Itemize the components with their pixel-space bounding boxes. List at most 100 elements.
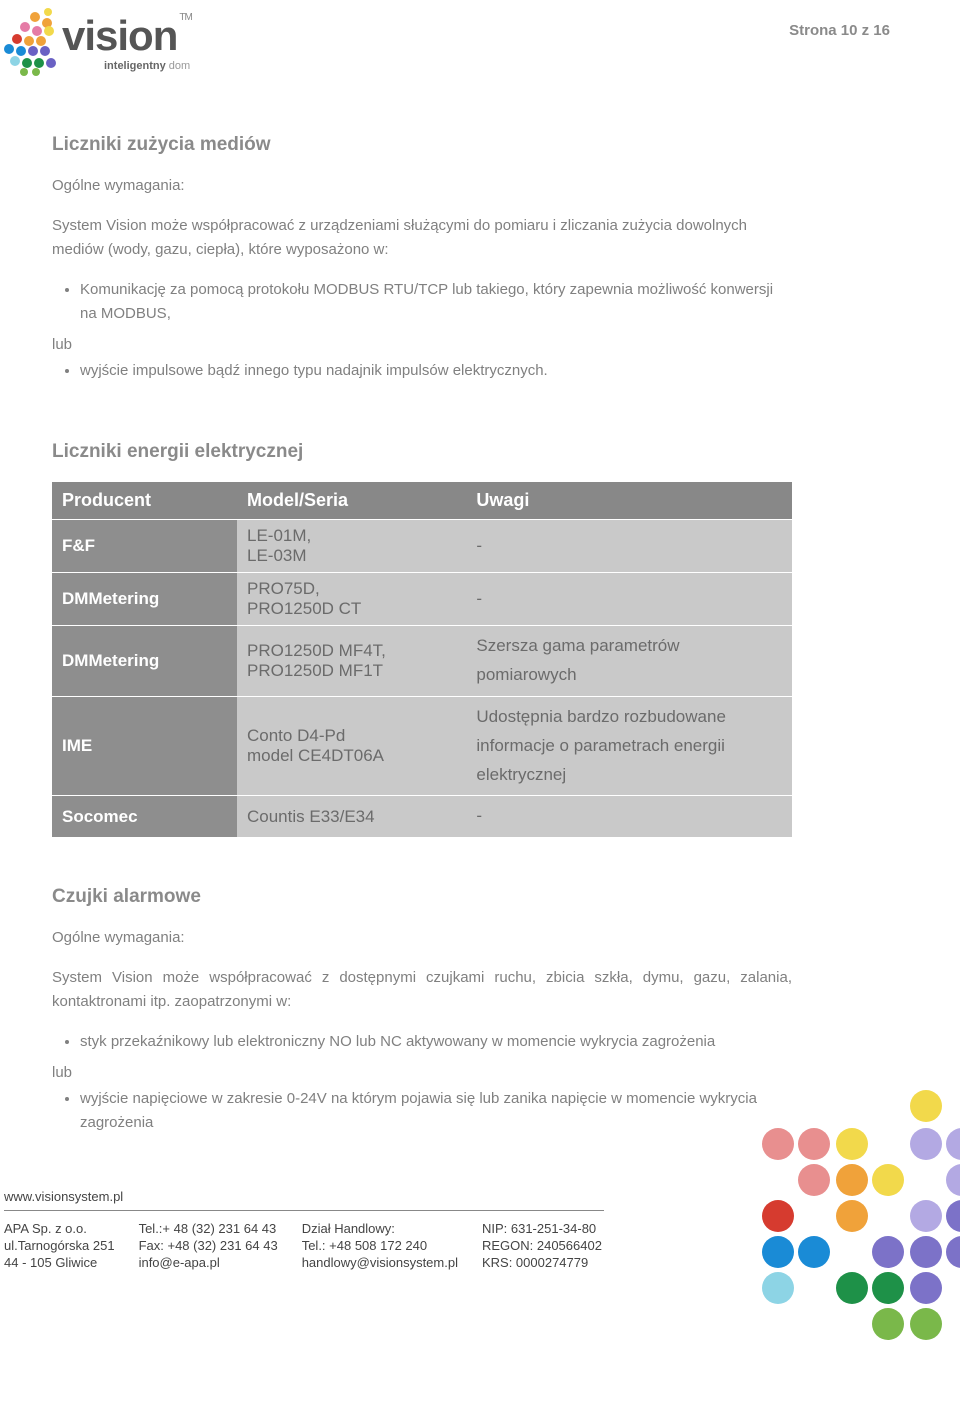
meters-table: Producent Model/Seria Uwagi F&FLE-01M, L… bbox=[52, 481, 792, 838]
logo-dots-icon bbox=[4, 8, 60, 76]
logo: visionTM inteligentny dom bbox=[4, 4, 224, 84]
dot-icon bbox=[762, 1236, 794, 1268]
list-item: styk przekaźnikowy lub elektroniczny NO … bbox=[80, 1030, 792, 1054]
section1-bullets: Komunikację za pomocą protokołu MODBUS R… bbox=[52, 278, 792, 326]
cell-producent: DMMetering bbox=[52, 626, 237, 696]
table-row: DMMeteringPRO75D, PRO1250D CT- bbox=[52, 573, 792, 625]
cell-model: PRO1250D MF4T, PRO1250D MF1T bbox=[237, 626, 466, 696]
logo-tm: TM bbox=[179, 12, 191, 23]
dot-icon bbox=[28, 46, 38, 56]
cell-producent: DMMetering bbox=[52, 573, 237, 625]
content: Liczniki zużycia mediów Ogólne wymagania… bbox=[52, 120, 792, 1145]
dot-icon bbox=[910, 1308, 942, 1340]
dot-icon bbox=[946, 1164, 960, 1196]
footer: www.visionsystem.pl APA Sp. z o.o. ul.Ta… bbox=[4, 1189, 604, 1272]
th-producent: Producent bbox=[52, 482, 237, 519]
dot-icon bbox=[24, 36, 34, 46]
dot-icon bbox=[946, 1200, 960, 1232]
section1-bullets-2: wyjście impulsowe bądź innego typu nadaj… bbox=[52, 359, 792, 383]
dot-icon bbox=[836, 1164, 868, 1196]
logo-sub-bold: inteligentny bbox=[104, 60, 166, 72]
footer-col-address: APA Sp. z o.o. ul.Tarnogórska 251 44 - 1… bbox=[4, 1221, 115, 1272]
cell-uwagi: - bbox=[466, 573, 792, 625]
section1-intro-text: System Vision może współpracować z urząd… bbox=[52, 214, 792, 262]
logo-word: visionTM bbox=[62, 12, 192, 60]
dot-icon bbox=[762, 1200, 794, 1232]
dot-icon bbox=[44, 8, 52, 16]
dot-icon bbox=[836, 1272, 868, 1304]
section3-bullets: styk przekaźnikowy lub elektroniczny NO … bbox=[52, 1030, 792, 1054]
dot-icon bbox=[32, 26, 42, 36]
footer-col-contact: Tel.:+ 48 (32) 231 64 43 Fax: +48 (32) 2… bbox=[139, 1221, 278, 1272]
th-model: Model/Seria bbox=[237, 482, 466, 519]
cell-uwagi: Szersza gama parametrów pomiarowych bbox=[466, 626, 792, 696]
dot-icon bbox=[910, 1200, 942, 1232]
dot-icon bbox=[46, 58, 56, 68]
dot-icon bbox=[872, 1308, 904, 1340]
footer-columns: APA Sp. z o.o. ul.Tarnogórska 251 44 - 1… bbox=[4, 1221, 604, 1272]
dot-icon bbox=[10, 56, 20, 66]
dot-icon bbox=[34, 58, 44, 68]
page-number: Strona 10 z 16 bbox=[789, 22, 890, 39]
cell-uwagi: - bbox=[466, 520, 792, 572]
cell-model: Countis E33/E34 bbox=[237, 796, 466, 837]
dot-icon bbox=[910, 1236, 942, 1268]
cell-uwagi: Udostępnia bardzo rozbudowane informacje… bbox=[466, 697, 792, 796]
cell-producent: F&F bbox=[52, 520, 237, 572]
dot-icon bbox=[798, 1164, 830, 1196]
th-uwagi: Uwagi bbox=[466, 482, 792, 519]
cell-producent: Socomec bbox=[52, 796, 237, 837]
dot-icon bbox=[16, 46, 26, 56]
logo-text: vision bbox=[62, 12, 177, 59]
dot-icon bbox=[946, 1236, 960, 1268]
decorative-dots-icon bbox=[680, 1072, 960, 1412]
section-title-alarm-sensors: Czujki alarmowe bbox=[52, 886, 792, 908]
page: Strona 10 z 16 visionTM inteligentny dom… bbox=[0, 0, 960, 1412]
section1-or: lub bbox=[52, 336, 792, 353]
section3-intro-text: System Vision może współpracować z dostę… bbox=[52, 966, 792, 1014]
cell-model: LE-01M, LE-03M bbox=[237, 520, 466, 572]
footer-col-ids: NIP: 631-251-34-80 REGON: 240566402 KRS:… bbox=[482, 1221, 602, 1272]
dot-icon bbox=[872, 1164, 904, 1196]
dot-icon bbox=[836, 1128, 868, 1160]
dot-icon bbox=[872, 1236, 904, 1268]
cell-producent: IME bbox=[52, 697, 237, 796]
footer-divider bbox=[4, 1210, 604, 1211]
table-row: SocomecCountis E33/E34- bbox=[52, 796, 792, 837]
dot-icon bbox=[40, 46, 50, 56]
section3-intro-label: Ogólne wymagania: bbox=[52, 926, 792, 950]
dot-icon bbox=[762, 1128, 794, 1160]
dot-icon bbox=[22, 58, 32, 68]
dot-icon bbox=[30, 12, 40, 22]
table-row: IMEConto D4-Pd model CE4DT06AUdostępnia … bbox=[52, 697, 792, 796]
logo-sub-light: dom bbox=[166, 60, 190, 72]
dot-icon bbox=[836, 1200, 868, 1232]
cell-model: PRO75D, PRO1250D CT bbox=[237, 573, 466, 625]
cell-uwagi: - bbox=[466, 796, 792, 837]
dot-icon bbox=[946, 1128, 960, 1160]
dot-icon bbox=[12, 34, 22, 44]
footer-col-sales: Dział Handlowy: Tel.: +48 508 172 240 ha… bbox=[302, 1221, 458, 1272]
section1-intro-label: Ogólne wymagania: bbox=[52, 174, 792, 198]
section-title-media-meters: Liczniki zużycia mediów bbox=[52, 134, 792, 156]
list-item: Komunikację za pomocą protokołu MODBUS R… bbox=[80, 278, 792, 326]
dot-icon bbox=[32, 68, 40, 76]
section-title-energy-meters: Liczniki energii elektrycznej bbox=[52, 441, 792, 463]
dot-icon bbox=[44, 26, 54, 36]
dot-icon bbox=[20, 22, 30, 32]
table-row: DMMeteringPRO1250D MF4T, PRO1250D MF1TSz… bbox=[52, 626, 792, 696]
dot-icon bbox=[798, 1236, 830, 1268]
dot-icon bbox=[910, 1090, 942, 1122]
list-item: wyjście impulsowe bądź innego typu nadaj… bbox=[80, 359, 792, 383]
dot-icon bbox=[872, 1272, 904, 1304]
footer-url: www.visionsystem.pl bbox=[4, 1189, 604, 1204]
dot-icon bbox=[910, 1272, 942, 1304]
dot-icon bbox=[910, 1128, 942, 1160]
logo-subtitle: inteligentny dom bbox=[104, 60, 190, 72]
dot-icon bbox=[798, 1128, 830, 1160]
table-header-row: Producent Model/Seria Uwagi bbox=[52, 482, 792, 519]
table-row: F&FLE-01M, LE-03M- bbox=[52, 520, 792, 572]
dot-icon bbox=[762, 1272, 794, 1304]
cell-model: Conto D4-Pd model CE4DT06A bbox=[237, 697, 466, 796]
dot-icon bbox=[36, 36, 46, 46]
